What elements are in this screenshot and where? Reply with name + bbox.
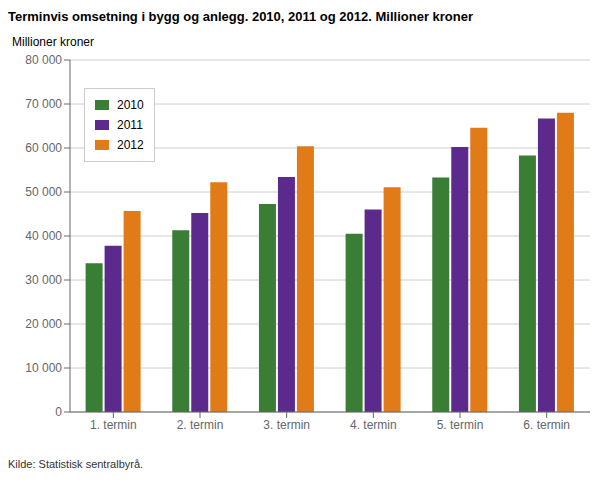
html-text:2011: 2011 <box>117 118 143 132</box>
html-text:2010: 2010 <box>117 98 144 112</box>
svg-text:50 000: 50 000 <box>25 185 62 199</box>
svg-text:70 000: 70 000 <box>25 97 62 111</box>
svg-text:0: 0 <box>55 405 62 419</box>
html-text:2012: 2012 <box>117 138 144 152</box>
svg-text:3. termin: 3. termin <box>263 418 310 432</box>
svg-text:40 000: 40 000 <box>25 229 62 243</box>
svg-text:1. termin: 1. termin <box>90 418 137 432</box>
svg-text:60 000: 60 000 <box>25 141 62 155</box>
svg-text:10 000: 10 000 <box>25 361 62 375</box>
svg-text:80 000: 80 000 <box>25 53 62 67</box>
svg-text:5. termin: 5. termin <box>437 418 484 432</box>
svg-text:20 000: 20 000 <box>25 317 62 331</box>
html-text:Terminvis omsetning i bygg og: Terminvis omsetning i bygg og anlegg. 20… <box>8 9 473 24</box>
html-text:Millioner kroner: Millioner kroner <box>12 35 94 49</box>
svg-text:30 000: 30 000 <box>25 273 62 287</box>
svg-text:2. termin: 2. termin <box>177 418 224 432</box>
html-text:Kilde: Statistisk sentralbyrå.: Kilde: Statistisk sentralbyrå. <box>8 458 144 470</box>
svg-text:4. termin: 4. termin <box>350 418 397 432</box>
svg-text:6. termin: 6. termin <box>523 418 570 432</box>
